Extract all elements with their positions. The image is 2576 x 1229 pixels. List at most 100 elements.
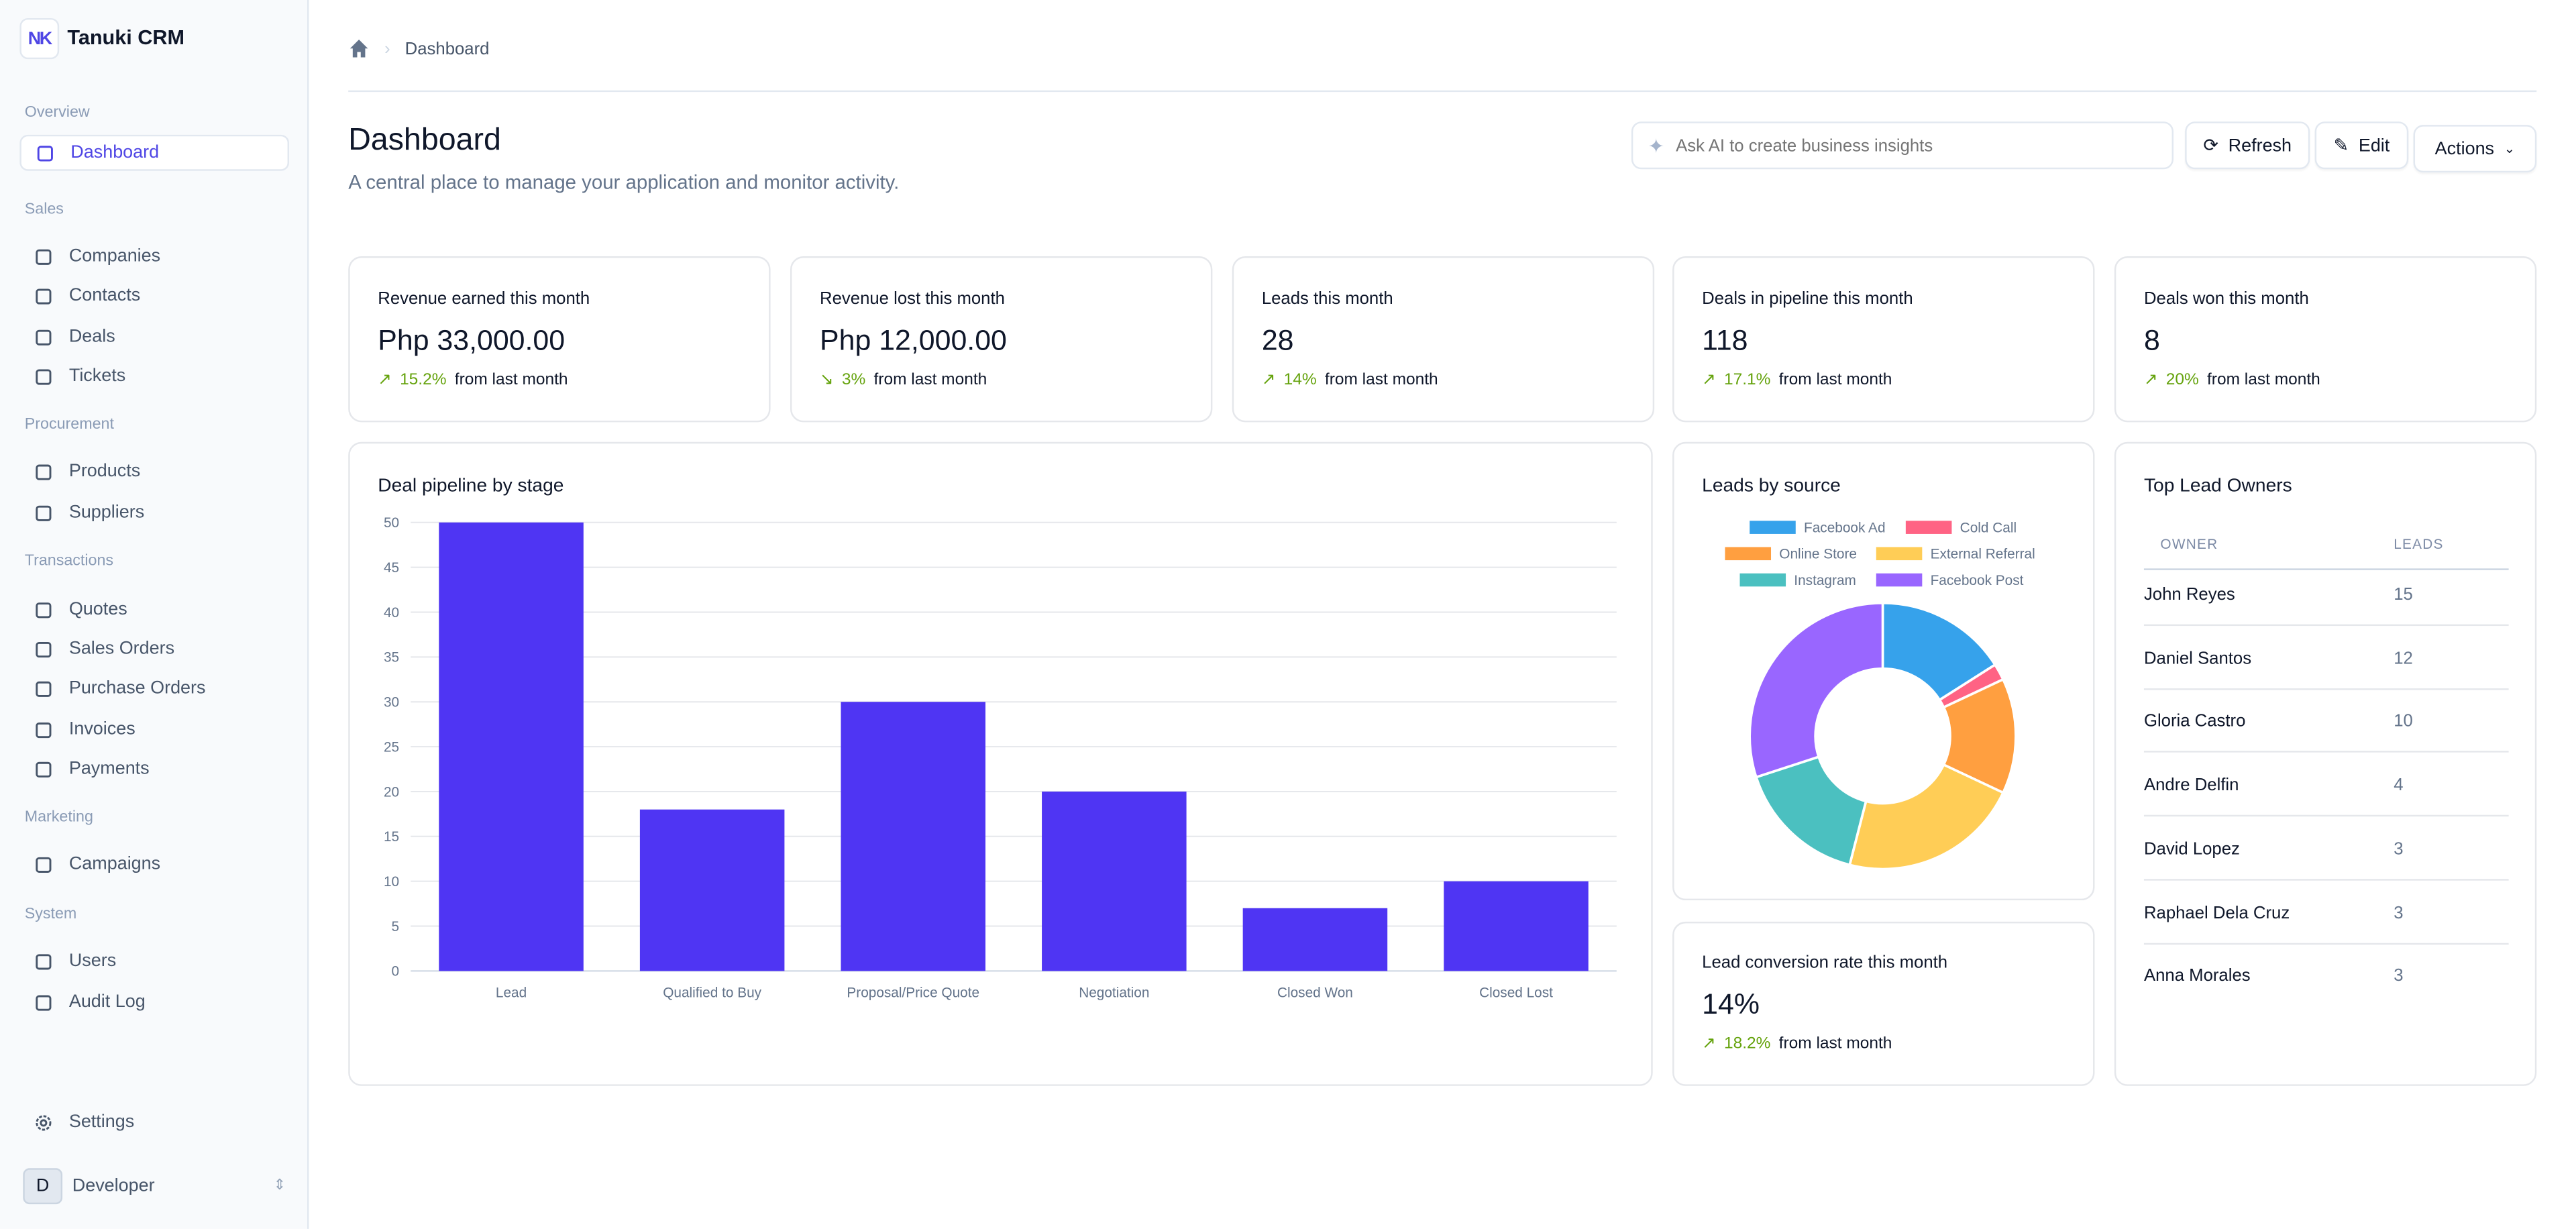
stat-change: ↘ 3% from last month	[820, 371, 987, 389]
sidebar-item-companies[interactable]: Companies	[19, 238, 289, 274]
owner-name: Gloria Castro	[2143, 712, 2246, 732]
stat-change: ↗ 20% from last month	[2144, 371, 2320, 389]
sidebar-item-tickets[interactable]: Tickets	[19, 358, 289, 394]
sidebar-item-payments[interactable]: Payments	[19, 751, 289, 787]
chevron-down-icon: ⌄	[2504, 141, 2516, 156]
change-suffix: from last month	[2207, 371, 2320, 390]
bar[interactable]	[639, 809, 785, 971]
leads-by-source-chart	[1748, 601, 2017, 871]
sidebar-item-suppliers[interactable]: Suppliers	[19, 494, 289, 531]
page-subtitle: A central place to manage your applicati…	[348, 170, 900, 194]
user-menu[interactable]: Developer ⇕	[72, 1176, 286, 1195]
bar[interactable]	[1042, 791, 1187, 971]
sidebar-item-quotes[interactable]: Quotes	[19, 592, 289, 628]
y-tick-label: 45	[384, 560, 399, 576]
row-divider	[2143, 688, 2509, 690]
change-value: 15.2%	[400, 371, 447, 390]
column-header-leads: LEADS	[2394, 535, 2444, 552]
sidebar-item-sales-orders[interactable]: Sales Orders	[19, 631, 289, 667]
ai-input-field[interactable]	[1676, 136, 2136, 156]
stat-card: Deals won this month 8 ↗ 20% from last mon…	[2114, 256, 2537, 423]
sidebar-item-settings[interactable]: Settings	[19, 1104, 289, 1140]
sidebar-item-campaigns[interactable]: Campaigns	[19, 846, 289, 882]
stat-value: Php 33,000.00	[378, 323, 566, 357]
legend-item[interactable]: Facebook Ad	[1750, 519, 1886, 535]
change-value: 17.1%	[1723, 371, 1771, 390]
refresh-button[interactable]: ⟳ Refresh	[2185, 121, 2310, 170]
change-value: 20%	[2165, 371, 2199, 390]
bar[interactable]	[1242, 908, 1388, 971]
edit-button[interactable]: ✎ Edit	[2314, 121, 2409, 170]
sidebar-item-audit-log[interactable]: Audit Log	[19, 984, 289, 1020]
sidebar-item-dashboard[interactable]: Dashboard	[19, 134, 290, 171]
sidebar-item-label: Payments	[68, 759, 150, 779]
owner-name: David Lopez	[2143, 839, 2240, 859]
building-icon	[36, 248, 52, 264]
sidebar-item-label: Tickets	[68, 366, 126, 386]
y-tick-label: 10	[384, 874, 399, 890]
legend-item[interactable]: Cold Call	[1905, 519, 2017, 536]
legend-item[interactable]: Online Store	[1725, 545, 1857, 562]
chart-title: Leads by source	[1702, 476, 1841, 496]
sidebar-section-label: System	[24, 905, 77, 924]
phone-icon	[36, 288, 52, 304]
bag-icon	[36, 329, 52, 345]
column-header-owner: OWNER	[2160, 535, 2218, 552]
owner-name: Daniel Santos	[2143, 648, 2252, 668]
sidebar-item-products[interactable]: Products	[19, 453, 289, 490]
sidebar-item-label: Sales Orders	[68, 639, 175, 659]
change-suffix: from last month	[454, 371, 568, 390]
legend-item[interactable]: Facebook Post	[1876, 572, 2023, 588]
sidebar-item-label: Invoices	[68, 719, 136, 740]
row-divider	[2143, 878, 2509, 881]
change-suffix: from last month	[1324, 371, 1438, 390]
legend-item[interactable]: Instagram	[1739, 572, 1856, 588]
sidebar-item-label: Dashboard	[70, 143, 160, 163]
owner-name: Andre Delfin	[2143, 776, 2239, 796]
change-suffix: from last month	[873, 371, 987, 390]
legend-label: Instagram	[1794, 572, 1856, 588]
donut-slice[interactable]	[1847, 763, 2005, 871]
stat-card: Revenue lost this month Php 12,000.00 ↘ 3…	[790, 256, 1213, 423]
sidebar-item-users[interactable]: Users	[19, 943, 289, 979]
y-tick-label: 50	[384, 515, 399, 531]
row-divider	[2143, 751, 2509, 753]
sidebar-item-deals[interactable]: Deals	[19, 319, 289, 355]
sidebar-item-label: Suppliers	[68, 502, 145, 523]
legend-swatch	[1725, 547, 1772, 561]
sidebar-item-purchase-orders[interactable]: Purchase Orders	[19, 670, 289, 706]
bar[interactable]	[439, 522, 584, 971]
stat-label: Revenue earned this month	[378, 289, 590, 309]
row-divider	[2143, 942, 2509, 944]
cart-icon	[36, 641, 52, 657]
app-logo: NK	[19, 17, 60, 60]
bar[interactable]	[1444, 881, 1589, 971]
legend-swatch	[1905, 521, 1952, 534]
bar[interactable]	[841, 702, 985, 971]
home-icon[interactable]	[348, 38, 370, 59]
archive-icon	[36, 464, 52, 480]
owner-name: John Reyes	[2143, 584, 2235, 605]
sidebar-item-invoices[interactable]: Invoices	[19, 711, 289, 747]
legend-label: Cold Call	[1960, 519, 2017, 536]
edit-icon: ✎	[2333, 136, 2349, 156]
y-tick-label: 30	[384, 695, 399, 710]
trend-up-icon: ↗	[1261, 371, 1276, 390]
sidebar-item-contacts[interactable]: Contacts	[19, 278, 289, 314]
stat-change: ↗ 15.2% from last month	[378, 371, 568, 389]
x-tick-label: Closed Won	[1277, 985, 1353, 1001]
donut-slice[interactable]	[1748, 601, 1884, 779]
refresh-icon: ⟳	[2203, 136, 2218, 156]
stat-change: ↗ 14% from last month	[1262, 371, 1438, 389]
breadcrumb-current[interactable]: Dashboard	[405, 38, 490, 58]
trend-up-icon: ↗	[1702, 1034, 1716, 1053]
avatar: D	[23, 1168, 63, 1205]
sidebar-section-label: Overview	[24, 103, 90, 122]
y-tick-label: 40	[384, 605, 399, 621]
chart-title: Deal pipeline by stage	[378, 476, 564, 496]
change-value: 3%	[841, 371, 866, 390]
legend-item[interactable]: External Referral	[1876, 545, 2035, 562]
actions-dropdown[interactable]: Actions ⌄	[2413, 125, 2537, 173]
ai-insights-input[interactable]: ✦	[1631, 121, 2174, 170]
